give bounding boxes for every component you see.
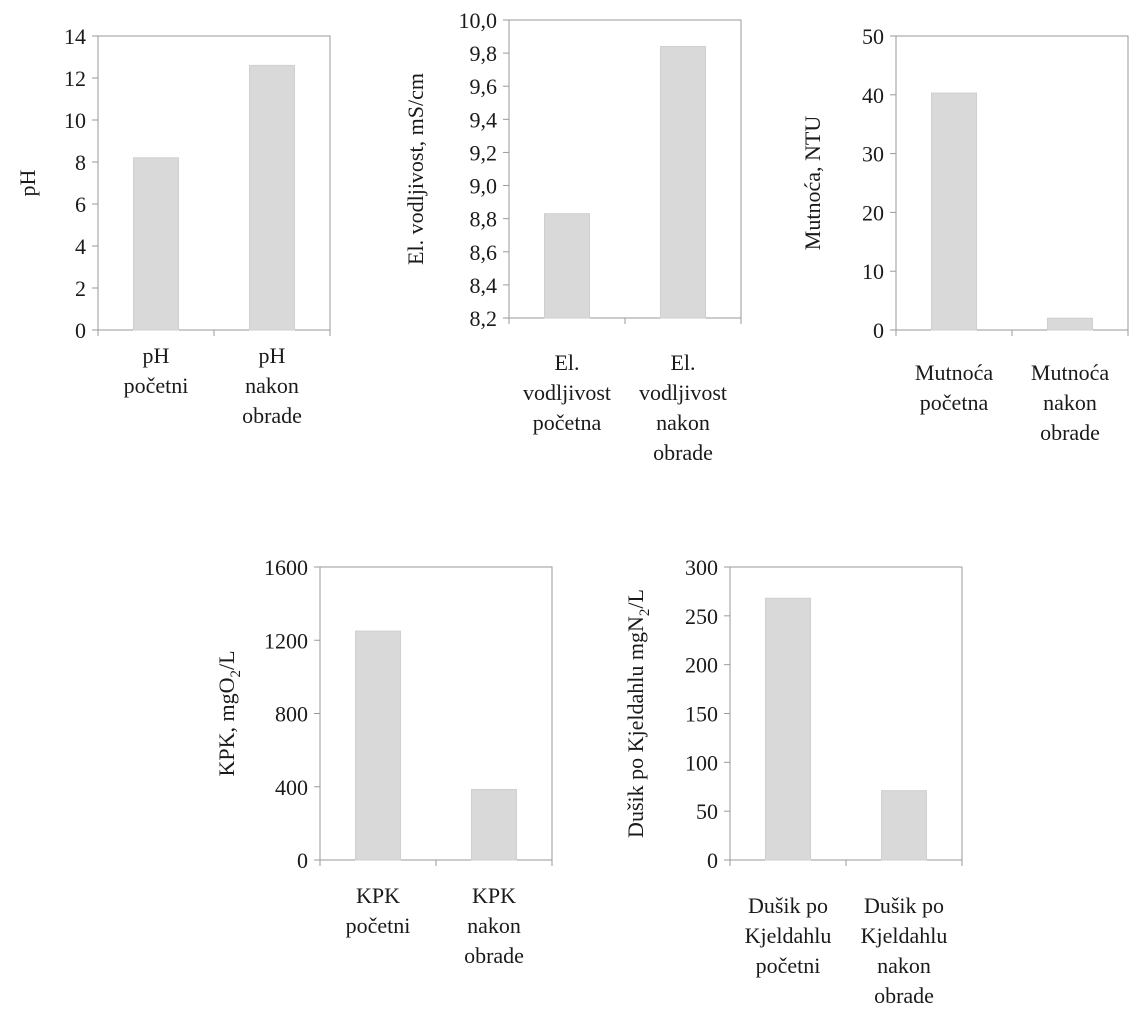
y-axis-label: Dušik po Kjeldahlu mgN2/L [623, 589, 653, 838]
plot-area [97, 35, 331, 331]
category-label: pH početni [124, 343, 189, 398]
y-axis-label: KPK, mgO2/L [214, 650, 244, 776]
y-tick-label: 250 [685, 604, 718, 629]
y-tick-label: 0 [707, 848, 718, 873]
chart-4: 0 400 800 1200 1600 KPK početni KPK nakon obrade K… [214, 555, 553, 968]
plot-area [729, 566, 963, 861]
chart-2: 8,2 8,4 8,6 8,8 9,0 9,2 9,4 9,6 9,8 10,0 El. vodlji… [403, 8, 742, 465]
category-label: pH nakon obrade [242, 343, 302, 428]
bar [544, 213, 590, 319]
y-tick-label: 8,8 [470, 207, 498, 232]
category-label: Dušik po Kjeldahlu početni [745, 893, 832, 978]
y-tick-label: 1200 [264, 628, 308, 653]
y-tick-label: 14 [64, 24, 86, 49]
chart-1: 0 2 4 6 8 10 12 14 pH početni pH nakon obrade pH [15, 24, 331, 428]
y-tick-label: 10,0 [459, 8, 498, 33]
y-tick-label: 6 [75, 192, 86, 217]
y-tick-label: 10 [64, 108, 86, 133]
plot-area [319, 566, 553, 861]
y-tick-label: 800 [275, 702, 308, 727]
y-tick-label: 50 [696, 799, 718, 824]
y-tick-label: 30 [862, 142, 884, 167]
bar [660, 45, 706, 319]
y-tick-label: 8,4 [470, 273, 498, 298]
category-label: Mutnoća nakon obrade [1031, 360, 1109, 445]
y-tick-label: 0 [873, 318, 884, 343]
y-tick-label: 2 [75, 276, 86, 301]
category-label: Mutnoća početna [915, 360, 993, 415]
y-tick-label: 10 [862, 259, 884, 284]
y-tick-label: 9,6 [470, 74, 498, 99]
y-tick-label: 9,8 [470, 41, 498, 66]
category-label: El. vodljivost početna [523, 350, 611, 435]
bar [881, 790, 927, 861]
y-tick-label: 4 [75, 234, 86, 259]
chart-3: 0 10 20 30 40 50 Mutnoća početna Mutnoća nakon obr… [800, 24, 1129, 445]
category-label: KPK nakon obrade [464, 883, 524, 968]
y-tick-label: 8 [75, 150, 86, 175]
bar [765, 597, 811, 861]
y-tick-label: 300 [685, 555, 718, 580]
y-tick-label: 9,2 [470, 140, 498, 165]
bar [133, 157, 179, 331]
bar [471, 788, 517, 861]
y-tick-label: 0 [75, 318, 86, 343]
y-tick-label: 1600 [264, 555, 308, 580]
y-tick-label: 8,6 [470, 240, 498, 265]
plot-area [508, 19, 742, 319]
y-tick-label: 12 [64, 66, 86, 91]
y-axis-label: pH [15, 169, 40, 196]
category-label: El. vodljivost nakon obrade [639, 350, 727, 465]
chart-5: 0 50 100 150 200 250 300 Dušik po Kjeldahlu počet… [623, 555, 963, 1008]
plot-area [895, 35, 1129, 331]
category-label: KPK početni [346, 883, 411, 938]
y-tick-label: 400 [275, 775, 308, 800]
bar [931, 92, 977, 331]
bar [249, 64, 295, 331]
category-label: Dušik po Kjeldahlu nakon obrade [861, 893, 948, 1008]
y-tick-label: 8,2 [470, 306, 498, 331]
y-axis-label: El. vodljivost, mS/cm [403, 73, 428, 265]
y-tick-label: 50 [862, 24, 884, 49]
y-tick-label: 9,4 [470, 107, 498, 132]
y-tick-label: 20 [862, 200, 884, 225]
y-axis-label: Mutnoća, NTU [800, 116, 825, 251]
y-tick-label: 200 [685, 653, 718, 678]
bar [355, 630, 401, 861]
y-tick-label: 100 [685, 750, 718, 775]
y-tick-label: 150 [685, 702, 718, 727]
y-tick-label: 9,0 [470, 174, 498, 199]
y-tick-label: 0 [297, 848, 308, 873]
y-tick-label: 40 [862, 83, 884, 108]
bar [1047, 317, 1093, 331]
